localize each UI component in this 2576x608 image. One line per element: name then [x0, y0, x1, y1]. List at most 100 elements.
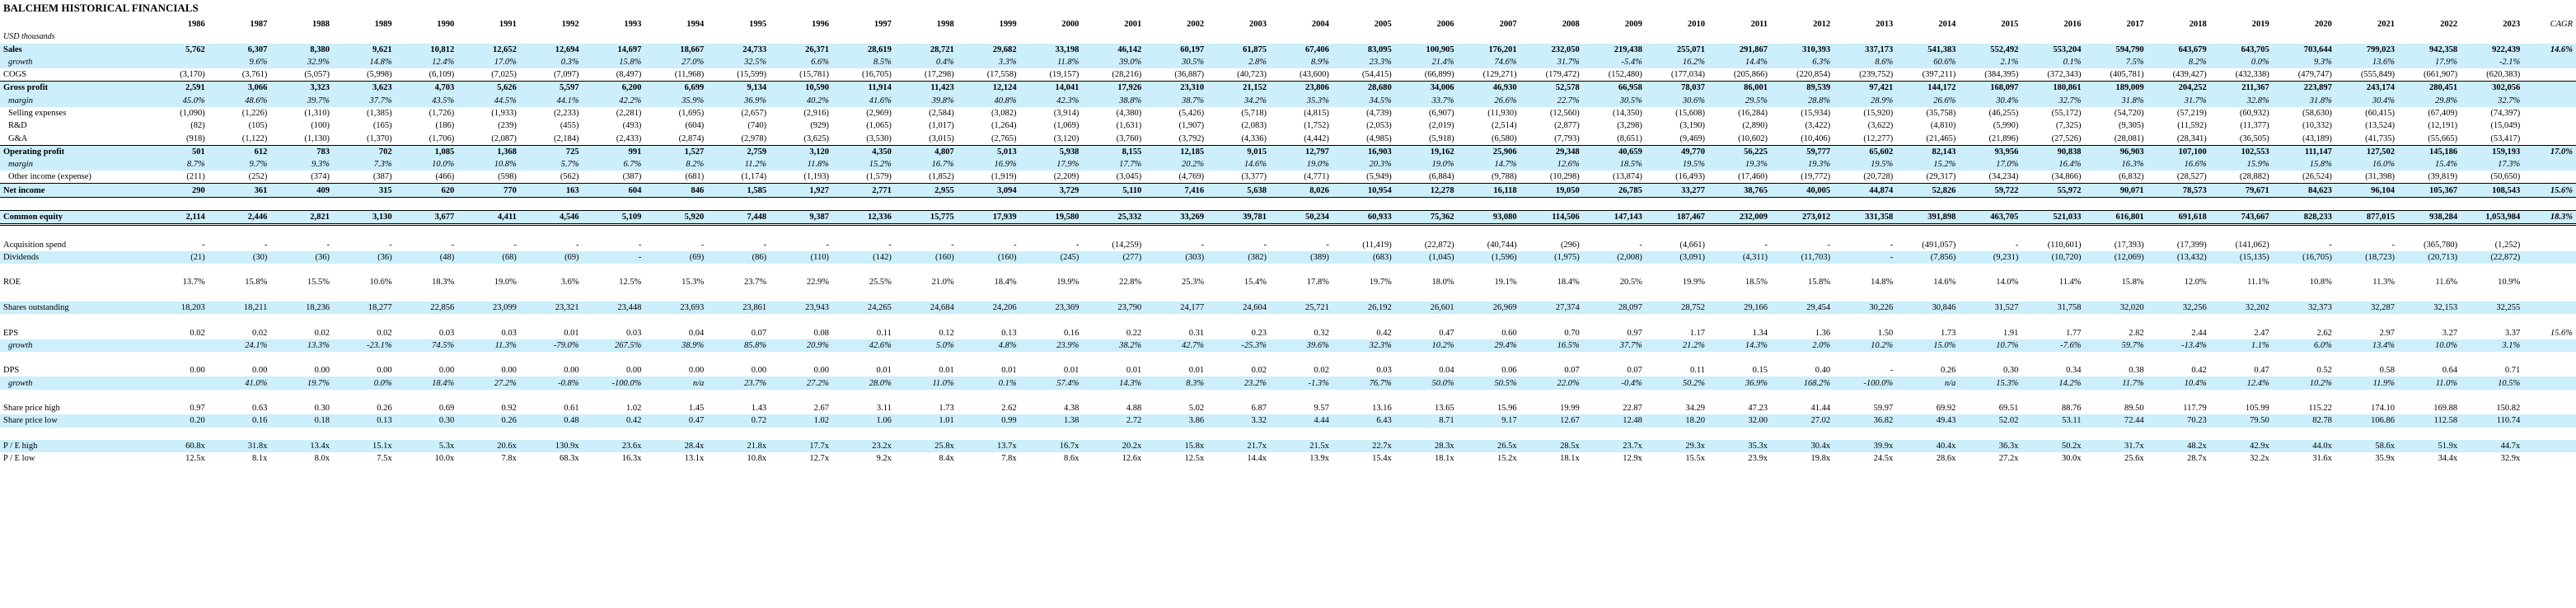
cell-net-income-2001[interactable]: 5,110: [1080, 183, 1144, 198]
cell-price-low-1995[interactable]: 0.72: [705, 414, 769, 428]
cell-blank2-2009[interactable]: [1581, 225, 1644, 239]
cell-gross-margin-1988[interactable]: 39.7%: [269, 94, 331, 107]
cell-blank4-1987[interactable]: [207, 289, 269, 302]
cell-eps-1992[interactable]: 0.01: [564, 328, 579, 338]
cell-op-margin-1993[interactable]: 6.7%: [580, 157, 644, 171]
cell-dps-2002[interactable]: 0.01: [1188, 366, 1205, 376]
cell-eps-growth-2011[interactable]: 14.3%: [1706, 339, 1770, 352]
cell-roe-1994[interactable]: 15.3%: [681, 278, 705, 288]
cell-blank4-2014[interactable]: [1895, 289, 1957, 302]
cell-cogs-2007[interactable]: (129,271): [1482, 70, 1517, 80]
cell-roe-2010[interactable]: 19.9%: [1682, 278, 1705, 288]
cagr-gross-profit[interactable]: [2522, 81, 2576, 95]
cell-pe-low-1989[interactable]: 7.5x: [377, 454, 392, 464]
cell-blank1-1995[interactable]: [705, 197, 768, 210]
cell-pe-low-2016[interactable]: 30.0x: [2061, 454, 2082, 464]
cell-dividends-2004[interactable]: (389): [1268, 250, 1331, 264]
cell-rnd-2022[interactable]: (12,191): [2428, 121, 2458, 131]
cell-dps-2016[interactable]: 0.34: [2066, 366, 2082, 376]
cell-blank6-1994[interactable]: [643, 352, 705, 364]
cell-blank1-1994[interactable]: [643, 197, 705, 210]
cell-other-income-2007[interactable]: (9,788): [1492, 172, 1517, 182]
cell-net-income-2014[interactable]: 52,826: [1895, 183, 1958, 198]
cell-blank8-2015[interactable]: [1957, 428, 2020, 440]
cell-price-high-1988[interactable]: 0.30: [314, 404, 330, 414]
year-header-1994[interactable]: 1994: [686, 20, 705, 30]
cell-blank1-1988[interactable]: [269, 197, 331, 210]
cell-eps-growth-2020[interactable]: 6.0%: [2270, 339, 2334, 352]
cagr-gna[interactable]: [2522, 132, 2576, 145]
cell-acq-spend-2006[interactable]: (22,872): [1424, 240, 1454, 250]
cell-common-equity-1989[interactable]: 3,130: [331, 209, 394, 227]
cell-selling-2002[interactable]: (5,426): [1178, 108, 1205, 118]
cell-sales-1997[interactable]: 28,619: [830, 43, 893, 56]
cell-dividends-2018[interactable]: (13,432): [2145, 250, 2208, 264]
cell-blank7-2017[interactable]: [2083, 390, 2146, 402]
cell-blank2-2005[interactable]: [1331, 225, 1393, 239]
cell-selling-2012[interactable]: (15,934): [1801, 108, 1831, 118]
cell-blank8-1994[interactable]: [643, 428, 705, 440]
cell-common-equity-2001[interactable]: 25,332: [1080, 209, 1144, 227]
cell-op-margin-2007[interactable]: 14.7%: [1455, 157, 1519, 171]
cell-blank2-1993[interactable]: [581, 225, 644, 239]
cell-blank4-2002[interactable]: [1143, 289, 1206, 302]
cell-common-equity-2023[interactable]: 1,053,984: [2459, 209, 2522, 227]
cell-selling-1987[interactable]: (1,226): [241, 108, 268, 118]
year-header-2003[interactable]: 2003: [1249, 20, 1267, 30]
cell-op-profit-2020[interactable]: 111,147: [2270, 144, 2334, 158]
cagr-blank3[interactable]: [2522, 264, 2576, 276]
year-header-2009[interactable]: 2009: [1624, 20, 1642, 30]
cell-pe-low-2019[interactable]: 32.2x: [2250, 454, 2269, 464]
year-header-1998[interactable]: 1998: [936, 20, 954, 30]
cell-dps-growth-2010[interactable]: 50.2%: [1643, 376, 1707, 390]
cell-price-high-2002[interactable]: 5.02: [1188, 404, 1205, 414]
cell-roe-1987[interactable]: 15.8%: [245, 278, 268, 288]
cell-selling-1989[interactable]: (1,385): [367, 108, 392, 118]
cell-selling-2017[interactable]: (54,720): [2114, 108, 2144, 118]
cell-op-margin-1999[interactable]: 16.9%: [955, 157, 1019, 171]
cell-pe-high-1991[interactable]: 20.6x: [456, 439, 518, 453]
cell-selling-2005[interactable]: (4,739): [1366, 108, 1392, 118]
cell-eps-growth-1997[interactable]: 42.6%: [830, 339, 893, 352]
cell-roe-1986[interactable]: 13.7%: [182, 278, 205, 288]
cell-op-margin-1989[interactable]: 7.3%: [331, 157, 394, 171]
cell-blank2-2016[interactable]: [2020, 225, 2082, 239]
cell-eps-growth-2001[interactable]: 38.2%: [1080, 339, 1144, 352]
cell-op-margin-1986[interactable]: 8.7%: [144, 157, 207, 171]
cell-blank8-2007[interactable]: [1456, 428, 1519, 440]
cell-blank2-1987[interactable]: [207, 225, 269, 239]
cell-blank3-2010[interactable]: [1644, 264, 1707, 276]
cell-blank4-1996[interactable]: [768, 289, 831, 302]
cell-blank6-1998[interactable]: [893, 352, 956, 364]
cell-price-high-2018[interactable]: 117.79: [2183, 404, 2207, 414]
cell-pe-low-1995[interactable]: 10.8x: [747, 454, 767, 464]
cagr-dps-growth[interactable]: [2522, 376, 2576, 390]
cell-eps-2010[interactable]: 1.17: [1689, 328, 1705, 338]
cell-other-income-2006[interactable]: (6,884): [1428, 172, 1454, 182]
cell-dividends-1998[interactable]: (160): [892, 250, 956, 264]
cell-cogs-1999[interactable]: (17,558): [986, 70, 1017, 80]
cell-pe-high-1990[interactable]: 5.3x: [393, 439, 457, 453]
cell-eps-growth-2009[interactable]: 37.7%: [1581, 339, 1644, 352]
cell-dps-1992[interactable]: 0.00: [564, 366, 579, 376]
cell-eps-1999[interactable]: 0.13: [1001, 328, 1017, 338]
cell-rnd-1991[interactable]: (239): [498, 121, 517, 131]
cagr-shares[interactable]: [2522, 301, 2576, 315]
cell-eps-growth-2015[interactable]: 10.7%: [1957, 339, 2021, 352]
cell-selling-2019[interactable]: (60,932): [2239, 108, 2269, 118]
cagr-blank2[interactable]: [2522, 225, 2576, 239]
cell-dividends-2006[interactable]: (1,045): [1393, 250, 1456, 264]
cell-gna-2022[interactable]: (55,665): [2428, 133, 2458, 143]
cell-roe-2001[interactable]: 22.8%: [1119, 278, 1142, 288]
cell-sales-2012[interactable]: 310,393: [1769, 43, 1833, 56]
cell-cogs-2021[interactable]: (555,849): [2360, 70, 2395, 80]
cell-blank3-2020[interactable]: [2271, 264, 2334, 276]
cell-price-low-2001[interactable]: 2.72: [1080, 414, 1144, 428]
cell-net-income-1992[interactable]: 163: [518, 183, 581, 198]
cell-other-income-2018[interactable]: (28,527): [2176, 172, 2207, 182]
year-header-2006[interactable]: 2006: [1436, 20, 1454, 30]
cell-blank3-2008[interactable]: [1519, 264, 1581, 276]
cell-dividends-2017[interactable]: (12,069): [2082, 250, 2146, 264]
cell-cogs-2018[interactable]: (439,427): [2172, 70, 2207, 80]
cell-dps-2001[interactable]: 0.01: [1126, 366, 1142, 376]
